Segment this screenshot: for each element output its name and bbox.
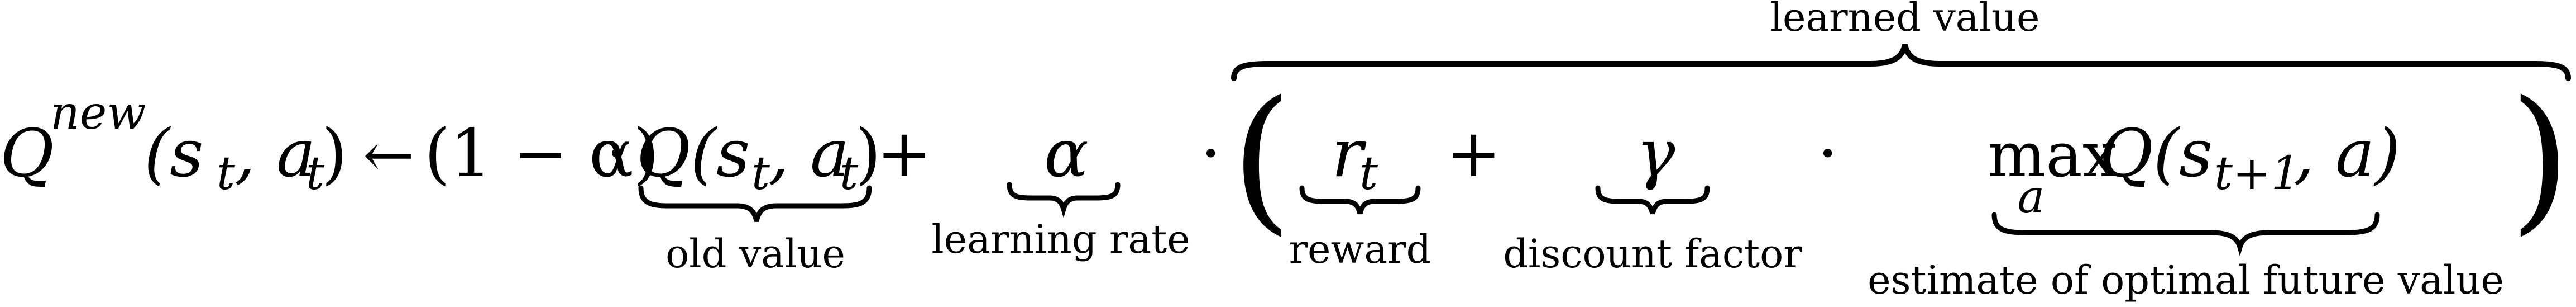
lhs-new-superscript: new (50, 87, 146, 140)
cdot-2: · (1200, 115, 1222, 192)
reward-label: reward (1289, 226, 1431, 272)
gamma: γ (1636, 115, 1675, 192)
lhs-comma-a: , a (234, 115, 315, 192)
reward-sub-t: t (1359, 147, 1378, 200)
underbrace-learning-rate (1007, 182, 1121, 218)
overbrace-learned-value (1231, 44, 2571, 81)
old-q: Q(s (636, 115, 750, 192)
update-arrow: ← (363, 119, 414, 191)
estimate-label: estimate of optimal future value (1868, 257, 2504, 303)
old-q-close: ) (855, 115, 881, 192)
reward-r: r (1332, 115, 1367, 192)
cdot-1: · (606, 115, 627, 192)
discount-factor-label: discount factor (1503, 231, 1802, 277)
underbrace-old-value (638, 185, 872, 222)
learned-value-label: learned value (1770, 0, 2040, 40)
big-close-paren: ) (2510, 68, 2570, 250)
future-q-rest: , a) (2293, 115, 2400, 192)
plus-2: + (1446, 115, 1501, 192)
underbrace-reward (1299, 185, 1421, 215)
big-open-paren: ( (1231, 68, 1292, 250)
max-operator: max (1988, 119, 2117, 191)
lhs-sub-t1: t (217, 147, 236, 200)
future-q-sub: t+1 (2214, 147, 2300, 200)
old-value-label: old value (665, 231, 845, 277)
cdot-3: · (1817, 115, 1838, 192)
learning-rate-label: learning rate (931, 216, 1190, 262)
old-q-comma-a: , a (768, 115, 849, 192)
alpha: α (1044, 115, 1089, 192)
lhs-close: ) (322, 115, 347, 192)
underbrace-estimate (1991, 212, 2380, 257)
future-q: Q(s (2099, 115, 2213, 192)
plus-1: + (877, 115, 932, 192)
one-minus-alpha: (1 − α) (424, 115, 659, 192)
old-q-sub-t2: t (840, 147, 859, 200)
lhs-q: Q (0, 115, 54, 192)
lhs-args-open: (s (144, 115, 204, 192)
max-subscript-a: a (2018, 171, 2045, 224)
underbrace-discount-factor (1595, 185, 1710, 215)
old-q-sub-t1: t (751, 147, 770, 200)
lhs-sub-t2: t (306, 147, 325, 200)
